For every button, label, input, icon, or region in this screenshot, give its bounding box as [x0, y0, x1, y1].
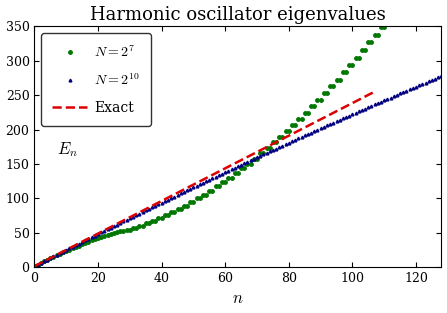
Exact — [67, 246, 72, 250]
Line: $N = 2^7$: $N = 2^7$ — [33, 0, 440, 268]
Exact — [302, 126, 308, 129]
$N = 2^{10}$ — [245, 160, 250, 164]
$N = 2^{10}$ — [32, 264, 37, 268]
$N = 2^7$ — [378, 25, 384, 28]
$N = 2^{10}$ — [439, 74, 444, 78]
X-axis label: $n$: $n$ — [232, 290, 244, 307]
Exact — [32, 264, 37, 268]
$N = 2^{10}$ — [143, 208, 148, 212]
Line: Exact: Exact — [34, 92, 375, 266]
Exact — [324, 114, 329, 118]
$N = 2^{10}$ — [274, 146, 279, 150]
Legend: $N = 2^7$, $N = 2^{10}$, Exact: $N = 2^7$, $N = 2^{10}$, Exact — [42, 33, 151, 126]
Text: $E_n$: $E_n$ — [57, 140, 78, 159]
$N = 2^{10}$ — [353, 111, 358, 115]
$N = 2^7$ — [131, 226, 136, 230]
$N = 2^{10}$ — [51, 254, 56, 258]
Exact — [86, 237, 91, 240]
$N = 2^7$ — [32, 264, 37, 268]
Exact — [191, 183, 196, 187]
Exact — [366, 93, 371, 97]
$N = 2^{10}$ — [388, 96, 393, 100]
Line: $N = 2^{10}$: $N = 2^{10}$ — [33, 74, 443, 268]
Title: Harmonic oscillator eigenvalues: Harmonic oscillator eigenvalues — [90, 6, 386, 23]
Exact — [372, 90, 377, 94]
$N = 2^7$ — [181, 204, 186, 208]
$N = 2^7$ — [242, 167, 247, 170]
$N = 2^7$ — [197, 197, 202, 200]
